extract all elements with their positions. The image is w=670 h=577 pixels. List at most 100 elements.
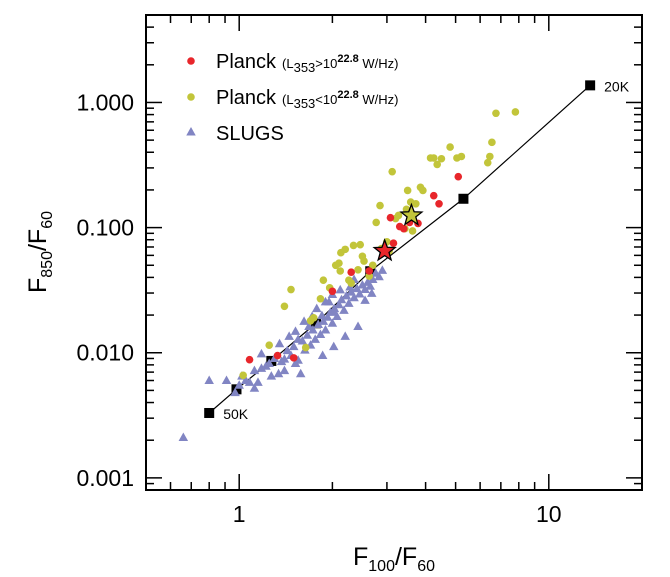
planck-high-point [273,351,282,360]
temperature-label: 50K [223,406,249,422]
planck-low-point [437,154,446,163]
slugs-point [311,303,322,313]
planck-high-point [289,354,298,362]
x-tick-label: 10 [536,501,562,527]
planck-low-point [341,245,350,254]
legend-label: Planck (L353<1022.8 W/Hz) [216,87,399,111]
slugs-point [299,316,309,325]
slugs-point [315,329,326,338]
planck-low-point [319,276,328,284]
slugs-point [302,330,313,339]
mean-star-marker [399,202,424,226]
planck-high-point [347,268,355,277]
slugs-point [349,292,359,302]
planck-low-point [486,152,494,161]
slugs-point [293,355,303,364]
legend-qualifier-sub: 353 [294,60,316,75]
planck-low-point [356,240,365,249]
legend-qualifier-sup: 22.8 [337,53,358,65]
legend-marker-planck_high [187,57,195,65]
slugs-point [244,377,255,386]
slugs-point [256,348,267,358]
slugs-point [368,274,378,283]
planck-high-point [386,213,395,222]
planck-low-point [488,138,496,147]
legend-qualifier-unit: W/Hz) [359,92,399,107]
legend: Planck (L353>1022.8 W/Hz)Planck (L353<1022… [186,51,399,145]
slugs-point [327,318,338,327]
slugs-point [249,383,260,392]
legend-qualifier-sup: 22.8 [337,89,358,101]
axis-ticks [145,14,643,491]
slugs-point [367,288,377,297]
planck-high-point [429,191,438,200]
slugs-point [328,306,339,316]
planck-low-point [372,218,380,227]
slugs-point [346,287,356,296]
data-points [178,108,520,442]
planck-low-point [408,227,417,235]
planck-low-point [349,241,358,250]
planck-high-point [245,355,254,364]
slugs-point [288,341,299,351]
legend-qualifier-sub: 353 [294,96,316,111]
y-tick-label: 0.100 [76,215,134,241]
slugs-point [279,354,290,363]
slugs-point [334,299,344,309]
slugs-point [279,365,290,375]
planck-high-point [435,199,443,208]
planck-low-point [511,108,520,116]
planck-low-point [388,167,396,176]
slugs-point [360,284,370,294]
slugs-point [317,350,328,360]
slugs-point [295,368,306,378]
slugs-point [354,288,365,298]
planck-low-point [446,143,454,151]
planck-high-point [399,224,408,233]
planck-low-point [394,211,403,220]
slugs-point [336,294,347,304]
y-axis-label: F850/F60 [24,211,56,293]
planck-low-point [403,186,412,195]
planck-low-point [301,343,310,352]
legend-name: Planck [216,51,277,73]
legend-name: Planck [216,87,277,109]
y-tick-label: 0.010 [76,340,134,366]
slugs-point [284,331,294,340]
planck-high-point [454,172,463,181]
planck-high-point [328,287,337,296]
legend-name: SLUGS [216,123,284,145]
planck-low-point [335,259,343,267]
slugs-point [221,375,232,384]
planck-low-point [287,285,295,294]
planck-low-point [419,186,427,195]
planck-low-point [316,294,325,303]
planck-low-point [457,152,466,161]
legend-label: Planck (L353>1022.8 W/Hz) [216,51,399,75]
slugs-point [340,331,350,340]
slugs-point [304,321,314,331]
slugs-point [230,387,240,397]
slugs-point [344,298,354,307]
planck-low-point [483,158,492,167]
planck-low-point [239,371,247,380]
planck-low-point [336,267,345,275]
slugs-point [266,371,277,380]
x-axis-label: F100/F60 [353,543,435,575]
planck-low-point [368,261,377,270]
slugs-point [317,310,327,320]
plot-frame [145,14,643,491]
slugs-point [264,358,274,368]
slugs-point [256,363,267,372]
y-tick-label: 1.000 [76,89,134,115]
legend-qualifier-unit: W/Hz) [359,56,399,71]
planck-high-point [389,239,398,248]
tick-labels: 1 10 0.001 0.010 0.100 1.000 [76,89,561,527]
legend-qualifier: (L [282,92,294,107]
model-curve: 50K 20K [204,78,630,422]
slugs-point [360,295,370,304]
slugs-point [274,338,285,348]
slugs-point [374,271,384,281]
model-square-marker [458,193,469,204]
model-square-marker [585,80,596,91]
